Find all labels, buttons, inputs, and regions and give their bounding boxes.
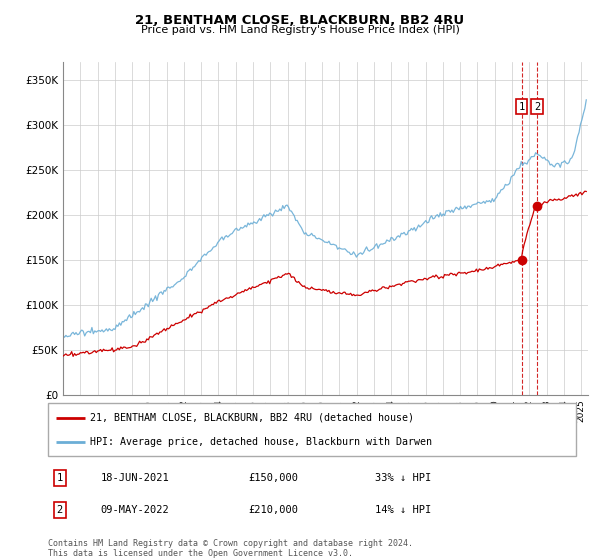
Text: 33% ↓ HPI: 33% ↓ HPI: [376, 473, 431, 483]
Text: 21, BENTHAM CLOSE, BLACKBURN, BB2 4RU (detached house): 21, BENTHAM CLOSE, BLACKBURN, BB2 4RU (d…: [90, 413, 414, 423]
Text: Price paid vs. HM Land Registry's House Price Index (HPI): Price paid vs. HM Land Registry's House …: [140, 25, 460, 35]
Text: £210,000: £210,000: [248, 505, 299, 515]
Text: 2: 2: [534, 101, 540, 111]
Text: Contains HM Land Registry data © Crown copyright and database right 2024.
This d: Contains HM Land Registry data © Crown c…: [48, 539, 413, 558]
Text: 2: 2: [56, 505, 63, 515]
FancyBboxPatch shape: [48, 403, 576, 456]
Text: 14% ↓ HPI: 14% ↓ HPI: [376, 505, 431, 515]
Text: 18-JUN-2021: 18-JUN-2021: [101, 473, 170, 483]
Text: HPI: Average price, detached house, Blackburn with Darwen: HPI: Average price, detached house, Blac…: [90, 437, 432, 447]
Text: 1: 1: [56, 473, 63, 483]
Text: 1: 1: [518, 101, 524, 111]
Text: 21, BENTHAM CLOSE, BLACKBURN, BB2 4RU: 21, BENTHAM CLOSE, BLACKBURN, BB2 4RU: [136, 14, 464, 27]
Text: 09-MAY-2022: 09-MAY-2022: [101, 505, 170, 515]
Text: £150,000: £150,000: [248, 473, 299, 483]
